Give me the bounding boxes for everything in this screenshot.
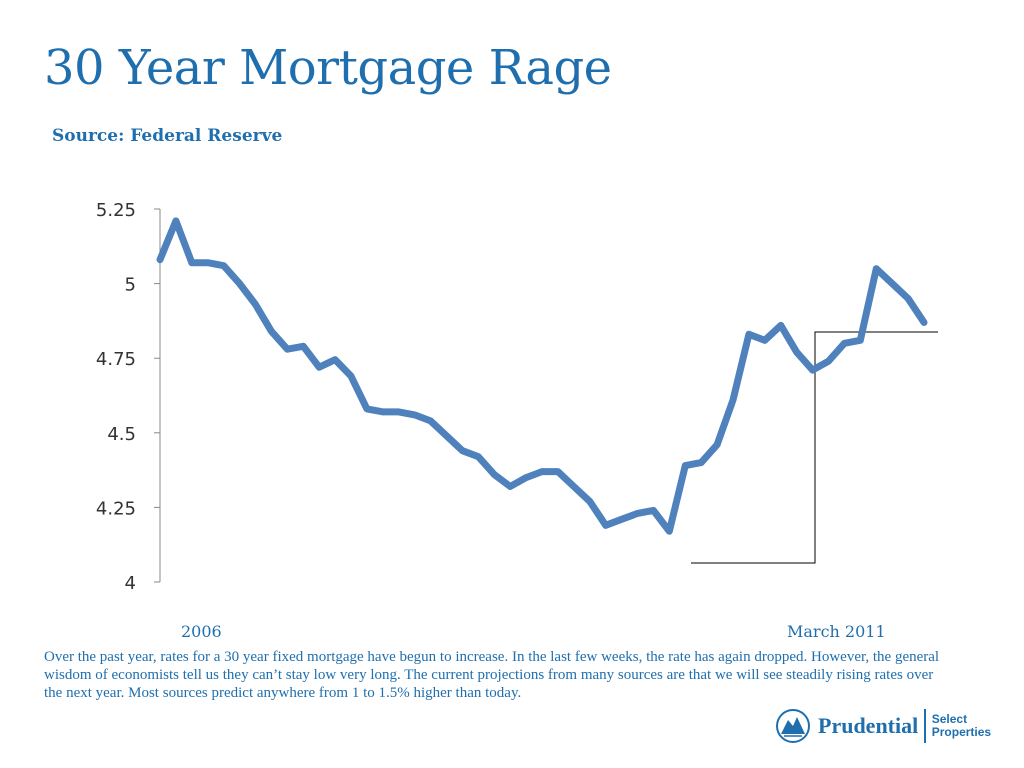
x-label-start: 2006 bbox=[181, 622, 222, 641]
y-tick-label: 5.25 bbox=[96, 200, 136, 221]
series-group bbox=[156, 217, 928, 535]
mortgage-rate-chart: 4 4.25 4.5 4.75 5 5.25 bbox=[96, 200, 938, 594]
y-tick-label: 4.25 bbox=[96, 498, 136, 519]
x-label-end: March 2011 bbox=[787, 622, 886, 641]
prudential-logo: Prudential Select Properties bbox=[776, 706, 1006, 746]
rock-logo-icon bbox=[776, 709, 810, 743]
logo-name: Prudential bbox=[818, 713, 919, 738]
y-axis: 4 4.25 4.5 4.75 5 5.25 bbox=[96, 200, 161, 594]
description-text: Over the past year, rates for a 30 year … bbox=[44, 649, 940, 701]
y-tick-label: 4.75 bbox=[96, 349, 136, 370]
annotation-bracket-line bbox=[691, 331, 938, 564]
y-tick-label: 5 bbox=[125, 275, 136, 296]
source-subtitle: Source: Federal Reserve bbox=[52, 126, 283, 146]
logo-sub-line2: Properties bbox=[931, 725, 992, 739]
y-tick-label: 4 bbox=[125, 573, 136, 594]
annotation-lines bbox=[691, 331, 938, 564]
logo-sub-line1: Select bbox=[931, 712, 968, 726]
logo-subtitle: Select Properties bbox=[932, 713, 991, 739]
y-tick-label: 4.5 bbox=[107, 424, 136, 445]
series-line bbox=[156, 217, 928, 535]
logo-divider bbox=[924, 709, 926, 743]
page-title: 30 Year Mortgage Rage bbox=[44, 40, 612, 96]
